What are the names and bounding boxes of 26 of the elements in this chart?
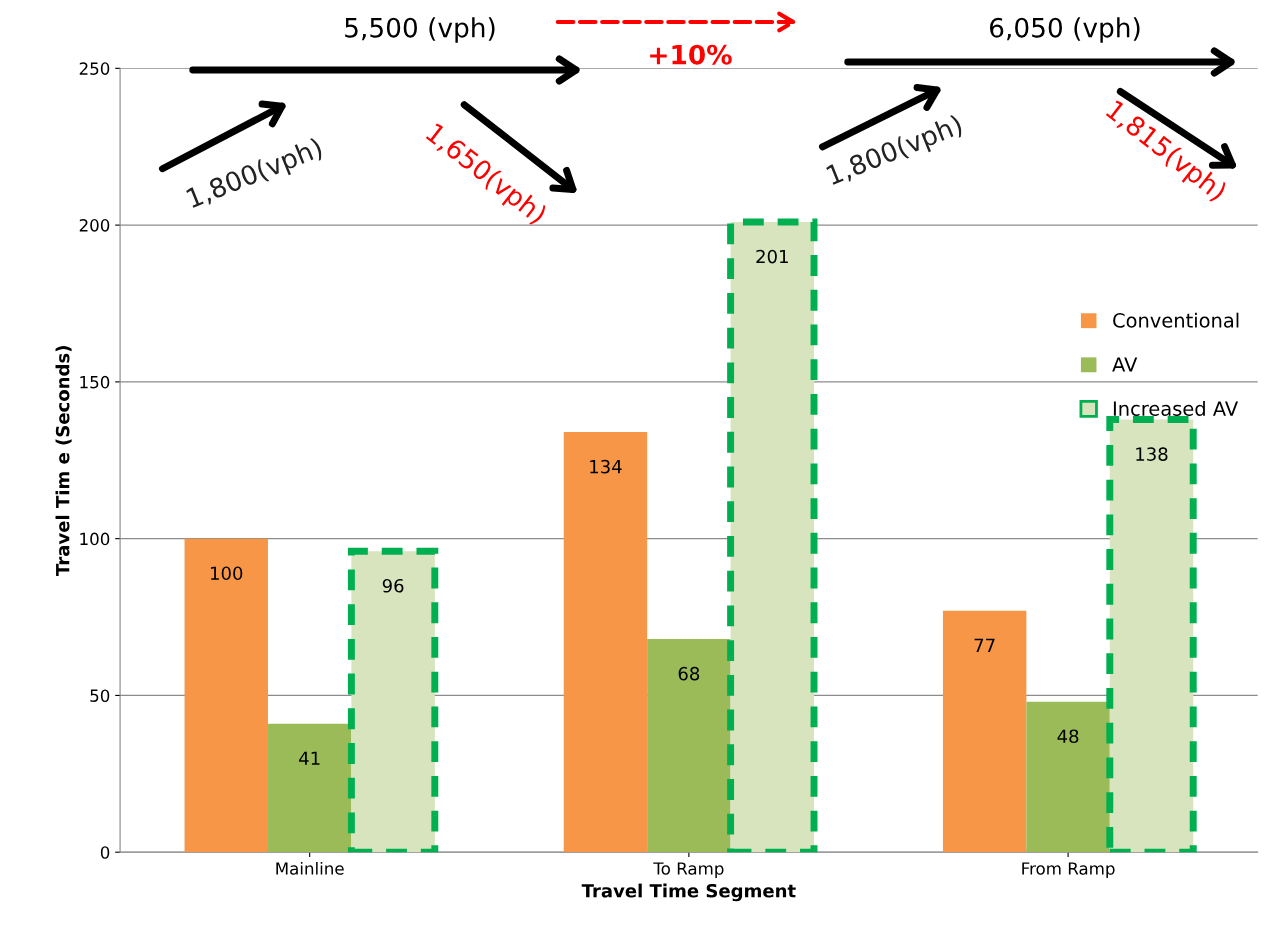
data-label: 138 [1136,447,1168,461]
data-label: 100 [211,566,243,581]
x-tick-label: Mainline [276,861,344,875]
data-label: 41 [299,751,320,765]
data-label: 77 [974,638,995,652]
y-tick-label: 100 [80,532,110,546]
legend-label: Conventional [1113,312,1239,328]
data-label: 96 [382,578,404,593]
y-tick-label: 0 [100,846,110,859]
legend-label: AV [1112,357,1138,372]
y-tick-label: 250 [79,62,110,75]
y-tick-label: 50 [90,689,110,702]
y-axis-title: Travel Tim e (Seconds) [55,346,72,576]
data-label: 201 [756,249,788,264]
text: 6,050 (vph) [990,17,1140,43]
x-tick-label: From Ramp [1022,862,1115,879]
text: +10% [650,44,732,65]
text: 5,500 (vph) [345,17,495,43]
y-tick-label: 150 [80,375,110,389]
x-tick-label: To Ramp [653,862,724,879]
x-axis-title: Travel Time Segment [581,883,796,902]
legend-label: Increased AV [1113,400,1239,416]
data-label: 48 [1057,729,1079,744]
data-label: 134 [590,459,622,474]
y-tick-label: 200 [79,219,110,232]
data-label: 68 [678,666,700,681]
